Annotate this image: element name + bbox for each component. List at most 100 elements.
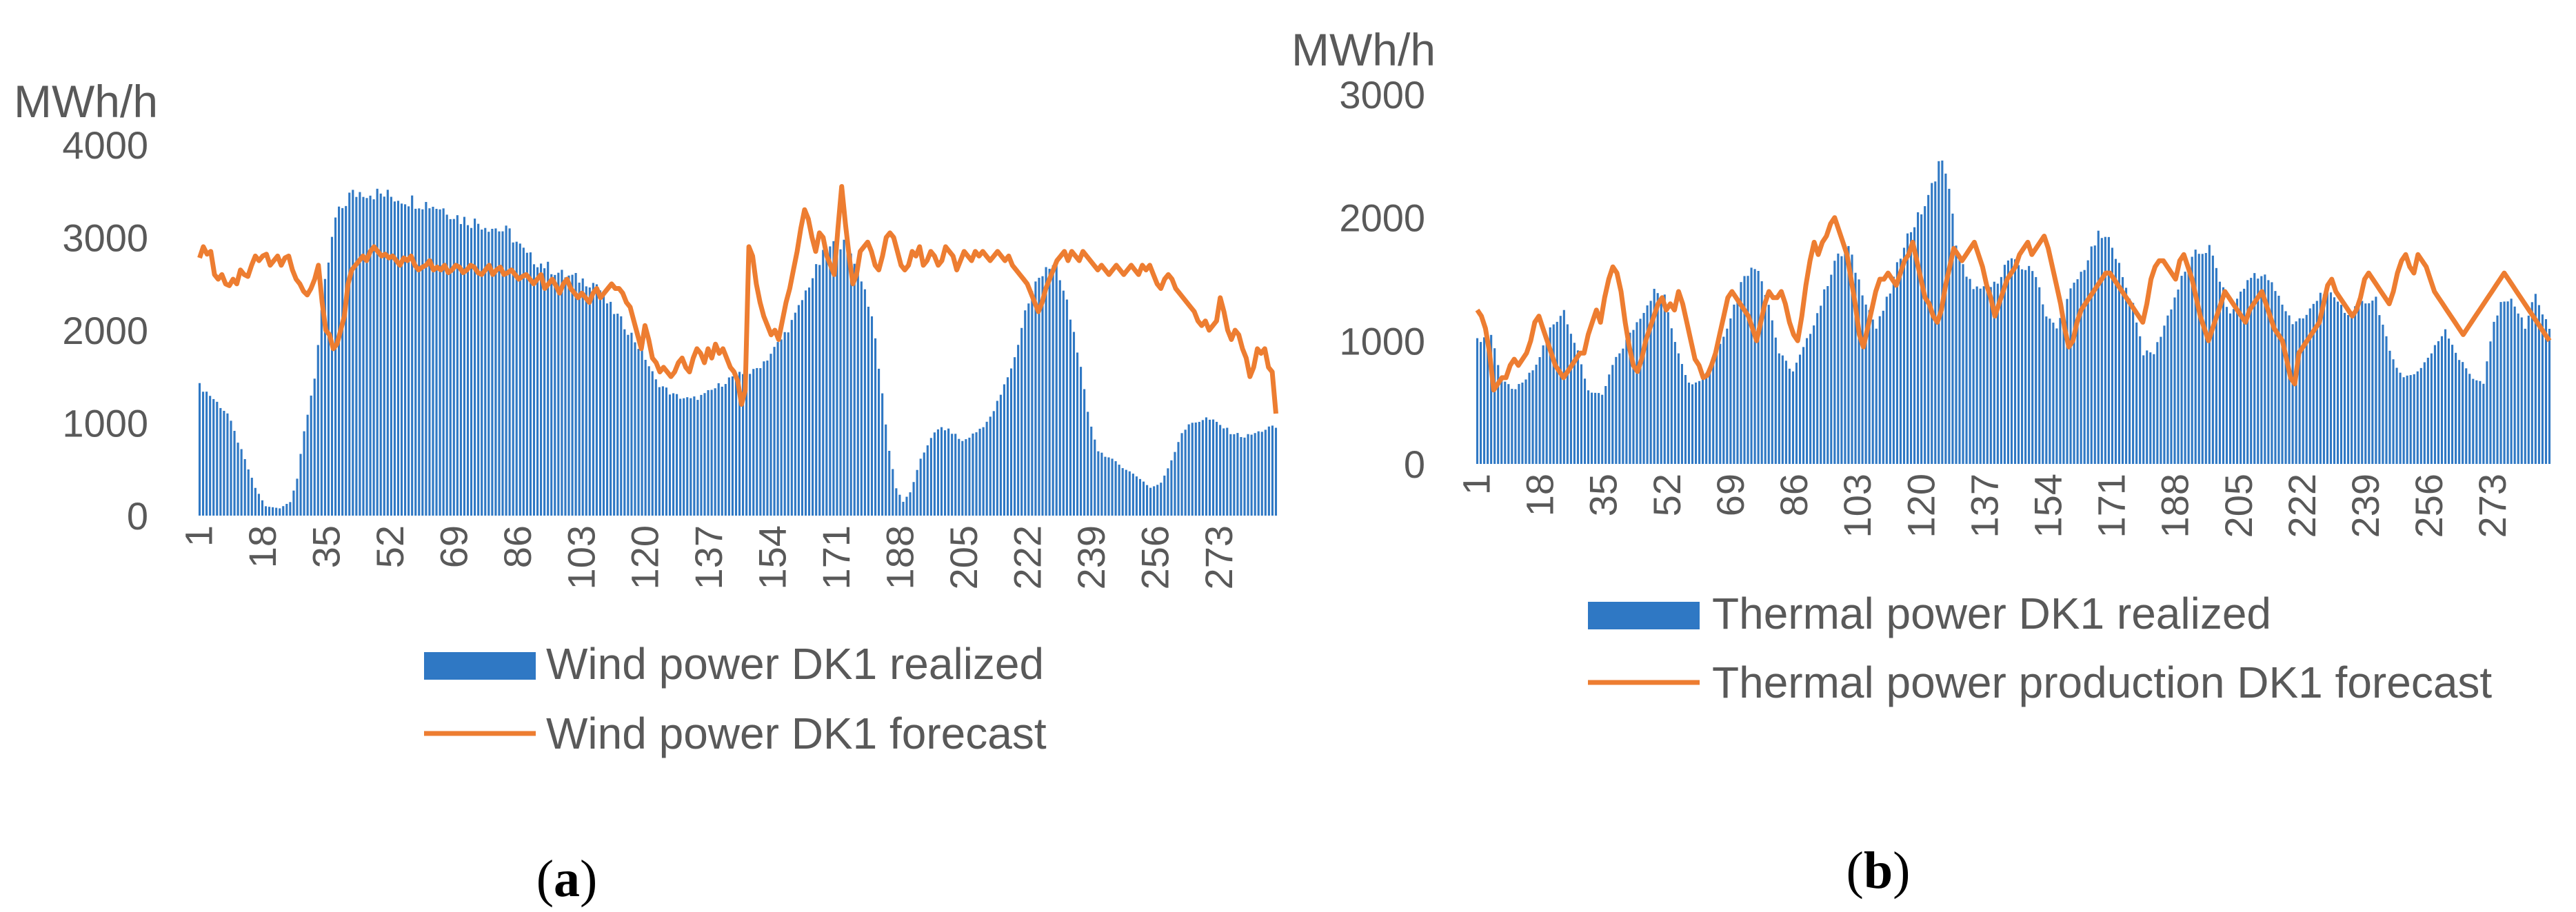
realized-bar	[470, 227, 473, 516]
realized-bar	[452, 219, 455, 516]
realized-bar	[1549, 327, 1551, 464]
realized-bar	[2402, 377, 2405, 464]
realized-bar	[1660, 296, 1662, 464]
realized-bar	[445, 214, 448, 516]
realized-bar	[2149, 352, 2152, 464]
realized-bar	[2083, 270, 2086, 464]
realized-bar	[940, 427, 943, 516]
x-tick-label: 52	[368, 525, 412, 568]
realized-bar	[843, 239, 845, 516]
realized-bar	[561, 270, 563, 516]
x-tick-label: 239	[1069, 525, 1113, 589]
realized-bar	[2364, 303, 2367, 464]
realized-bar	[1764, 294, 1767, 464]
realized-bar	[1020, 327, 1023, 516]
realized-bar	[1996, 283, 1999, 464]
realized-bar	[1267, 426, 1270, 516]
x-tick-label: 188	[878, 525, 922, 589]
realized-bar	[1747, 276, 1749, 464]
realized-bar	[2069, 288, 2072, 464]
realized-bar	[508, 228, 511, 516]
realized-bar	[425, 201, 427, 516]
y-tick-label: 0	[1404, 443, 1425, 486]
realized-bar	[2066, 298, 2069, 464]
realized-bar	[1639, 318, 1642, 464]
realized-bar	[668, 394, 672, 516]
realized-bar	[676, 394, 678, 516]
realized-bar	[1982, 286, 1985, 464]
realized-bar	[807, 287, 811, 516]
realized-bar	[1591, 392, 1593, 464]
realized-bar	[947, 428, 950, 516]
realized-bar	[1972, 289, 1975, 464]
realized-bar	[341, 207, 344, 516]
x-tick-label: 52	[1645, 474, 1689, 516]
realized-bar	[494, 228, 497, 516]
realized-bar	[1975, 286, 1978, 464]
realized-bar	[1851, 254, 1853, 464]
realized-bar	[1507, 384, 1510, 464]
realized-bar	[749, 374, 752, 516]
realized-bar	[1556, 321, 1558, 464]
x-tick-label: 35	[304, 525, 348, 568]
realized-bar	[954, 434, 957, 516]
realized-bar	[2052, 323, 2055, 464]
realized-bar	[2312, 303, 2315, 464]
panel-a-y-tick-labels: 0 1000 2000 3000 4000	[62, 123, 148, 538]
realized-bar	[1920, 214, 1923, 464]
realized-bar	[780, 339, 783, 516]
realized-bar	[912, 482, 915, 516]
realized-bar	[1233, 434, 1236, 516]
realized-bar	[2468, 374, 2471, 464]
realized-bar	[2385, 336, 2388, 464]
realized-bar	[2253, 273, 2256, 464]
realized-bar	[338, 206, 341, 516]
realized-bar	[989, 416, 992, 516]
realized-bar	[1944, 173, 1947, 464]
realized-bar	[442, 208, 445, 516]
realized-bar	[1906, 233, 1909, 464]
realized-bar	[2232, 309, 2235, 464]
realized-bar	[2288, 315, 2291, 464]
realized-bar	[1003, 384, 1006, 516]
realized-bar	[1226, 427, 1229, 516]
realized-bar	[2368, 303, 2371, 464]
x-tick-label: 154	[751, 525, 794, 589]
realized-bar	[2284, 311, 2287, 464]
realized-bar	[2250, 278, 2253, 464]
realized-bar	[348, 192, 351, 516]
realized-bar	[1625, 339, 1628, 464]
realized-bar	[936, 429, 940, 516]
realized-bar	[2267, 280, 2270, 464]
realized-bar	[1767, 305, 1770, 464]
realized-bar	[710, 389, 713, 516]
realized-bar	[1813, 325, 1815, 464]
realized-bar	[2527, 315, 2530, 464]
realized-bar	[2298, 318, 2301, 464]
realized-bar	[1709, 365, 1711, 464]
realized-bar	[1702, 377, 1704, 464]
realized-bar	[1687, 383, 1691, 464]
realized-bar	[734, 373, 738, 516]
realized-bar	[2201, 254, 2204, 464]
realized-bar	[1027, 303, 1030, 516]
realized-bar	[2326, 292, 2328, 464]
realized-bar	[804, 290, 807, 516]
realized-bar	[1889, 293, 1891, 464]
realized-bar	[1719, 343, 1722, 464]
realized-bar	[731, 376, 734, 516]
realized-bar	[498, 231, 501, 516]
realized-bar	[1986, 287, 1989, 464]
realized-bar	[1979, 288, 1982, 464]
realized-bar	[1569, 334, 1572, 464]
panel-a-legend: Wind power DK1 realized Wind power DK1 f…	[424, 639, 1047, 758]
panel-a-x-tick-labels: 1 18 35 52 69 86 103 120 137 154 171 188 205 222 239 25…	[177, 525, 1240, 589]
realized-bar	[2274, 291, 2277, 464]
x-tick-label: 69	[1709, 474, 1752, 516]
realized-bar	[261, 500, 264, 516]
realized-bar	[243, 459, 246, 516]
realized-bar	[1208, 419, 1211, 516]
realized-bar	[1149, 487, 1152, 516]
realized-bar	[1211, 419, 1215, 516]
realized-bar	[2006, 260, 2010, 464]
